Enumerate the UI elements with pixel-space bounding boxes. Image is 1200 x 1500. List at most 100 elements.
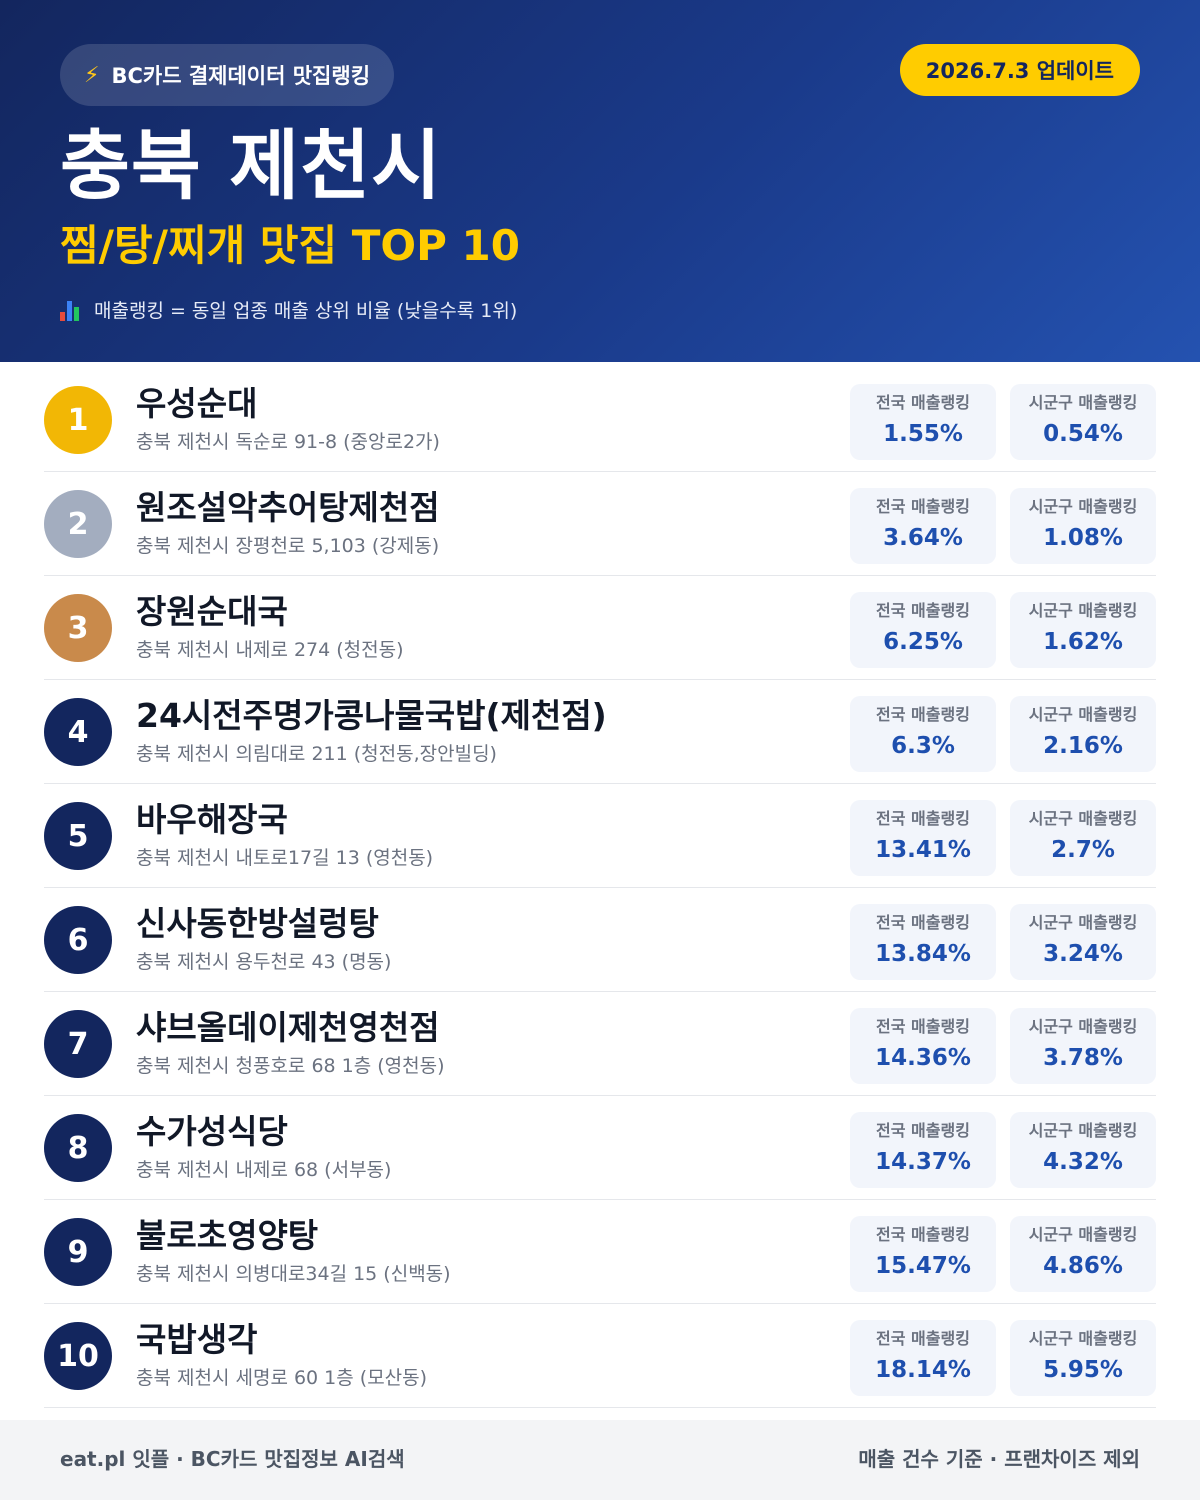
- restaurant-name: 수가성식당: [136, 1112, 288, 1151]
- rank-badge: 10: [44, 1322, 112, 1390]
- rank-badge: 2: [44, 490, 112, 558]
- bar-chart-icon: [60, 301, 82, 321]
- local-ranking-value: 4.32%: [1043, 1149, 1123, 1175]
- local-ranking-value: 2.7%: [1051, 837, 1115, 863]
- national-ranking-value: 13.84%: [875, 941, 971, 967]
- local-ranking-value: 3.24%: [1043, 941, 1123, 967]
- national-ranking-value: 14.36%: [875, 1045, 971, 1071]
- local-ranking-label: 시군구 매출랭킹: [1028, 1017, 1138, 1036]
- local-ranking-card: 시군구 매출랭킹 4.32%: [1010, 1112, 1156, 1188]
- local-ranking-label: 시군구 매출랭킹: [1028, 1225, 1138, 1244]
- national-ranking-value: 13.41%: [875, 837, 971, 863]
- rank-badge: 4: [44, 698, 112, 766]
- lightning-bolt-icon: ⚡: [84, 62, 100, 88]
- local-ranking-value: 2.16%: [1043, 733, 1123, 759]
- local-ranking-value: 1.62%: [1043, 629, 1123, 655]
- restaurant-address: 충북 제천시 내토로17길 13 (영천동): [136, 847, 434, 869]
- national-ranking-label: 전국 매출랭킹: [876, 1017, 970, 1036]
- page-title: 충북 제천시: [60, 121, 443, 210]
- restaurant-address: 충북 제천시 독순로 91-8 (중앙로2가): [136, 431, 440, 453]
- local-ranking-card: 시군구 매출랭킹 0.54%: [1010, 384, 1156, 460]
- local-ranking-label: 시군구 매출랭킹: [1028, 601, 1138, 620]
- restaurant-address: 충북 제천시 의병대로34길 15 (신백동): [136, 1263, 451, 1285]
- restaurant-name: 불로초영양탕: [136, 1216, 319, 1255]
- rank-badge: 1: [44, 386, 112, 454]
- national-ranking-label: 전국 매출랭킹: [876, 601, 970, 620]
- local-ranking-card: 시군구 매출랭킹 2.16%: [1010, 696, 1156, 772]
- brand-label: BC카드 결제데이터 맛집랭킹: [111, 64, 371, 88]
- national-ranking-label: 전국 매출랭킹: [876, 913, 970, 932]
- national-ranking-value: 6.3%: [891, 733, 955, 759]
- restaurant-name: 24시전주명가콩나물국밥(제천점): [136, 696, 607, 735]
- national-ranking-value: 1.55%: [883, 421, 963, 447]
- local-ranking-card: 시군구 매출랭킹 3.24%: [1010, 904, 1156, 980]
- ranking-legend: 매출랭킹 = 동일 업종 매출 상위 비율 (낮을수록 1위): [60, 296, 517, 326]
- restaurant-row[interactable]: 6 신사동한방설렁탕 충북 제천시 용두천로 43 (명동) 전국 매출랭킹 1…: [44, 888, 1156, 992]
- national-ranking-label: 전국 매출랭킹: [876, 1225, 970, 1244]
- footer: eat.pl 잇플 · BC카드 맛집정보 AI검색 매출 건수 기준 · 프랜…: [0, 1420, 1200, 1500]
- local-ranking-label: 시군구 매출랭킹: [1028, 497, 1138, 516]
- local-ranking-card: 시군구 매출랭킹 1.62%: [1010, 592, 1156, 668]
- local-ranking-value: 1.08%: [1043, 525, 1123, 551]
- rank-badge: 6: [44, 906, 112, 974]
- local-ranking-value: 0.54%: [1043, 421, 1123, 447]
- national-ranking-card: 전국 매출랭킹 14.37%: [850, 1112, 996, 1188]
- restaurant-row[interactable]: 4 24시전주명가콩나물국밥(제천점) 충북 제천시 의림대로 211 (청전동…: [44, 680, 1156, 784]
- restaurant-list: 1 우성순대 충북 제천시 독순로 91-8 (중앙로2가) 전국 매출랭킹 1…: [44, 368, 1156, 1408]
- national-ranking-card: 전국 매출랭킹 3.64%: [850, 488, 996, 564]
- restaurant-name: 우성순대: [136, 384, 258, 423]
- rank-badge: 8: [44, 1114, 112, 1182]
- restaurant-address: 충북 제천시 용두천로 43 (명동): [136, 951, 392, 973]
- restaurant-row[interactable]: 9 불로초영양탕 충북 제천시 의병대로34길 15 (신백동) 전국 매출랭킹…: [44, 1200, 1156, 1304]
- local-ranking-value: 5.95%: [1043, 1357, 1123, 1383]
- legend-text: 매출랭킹 = 동일 업종 매출 상위 비율 (낮을수록 1위): [94, 300, 518, 322]
- local-ranking-label: 시군구 매출랭킹: [1028, 705, 1138, 724]
- rank-badge: 7: [44, 1010, 112, 1078]
- restaurant-row[interactable]: 3 장원순대국 충북 제천시 내제로 274 (청전동) 전국 매출랭킹 6.2…: [44, 576, 1156, 680]
- local-ranking-card: 시군구 매출랭킹 1.08%: [1010, 488, 1156, 564]
- national-ranking-card: 전국 매출랭킹 13.41%: [850, 800, 996, 876]
- local-ranking-card: 시군구 매출랭킹 4.86%: [1010, 1216, 1156, 1292]
- restaurant-row[interactable]: 1 우성순대 충북 제천시 독순로 91-8 (중앙로2가) 전국 매출랭킹 1…: [44, 368, 1156, 472]
- restaurant-name: 국밥생각: [136, 1320, 258, 1359]
- national-ranking-value: 14.37%: [875, 1149, 971, 1175]
- national-ranking-label: 전국 매출랭킹: [876, 809, 970, 828]
- restaurant-row[interactable]: 7 샤브올데이제천영천점 충북 제천시 청풍호로 68 1층 (영천동) 전국 …: [44, 992, 1156, 1096]
- national-ranking-card: 전국 매출랭킹 18.14%: [850, 1320, 996, 1396]
- restaurant-name: 원조설악추어탕제천점: [136, 488, 440, 527]
- national-ranking-card: 전국 매출랭킹 13.84%: [850, 904, 996, 980]
- national-ranking-card: 전국 매출랭킹 6.3%: [850, 696, 996, 772]
- update-badge: 2026.7.3 업데이트: [899, 44, 1140, 96]
- local-ranking-card: 시군구 매출랭킹 5.95%: [1010, 1320, 1156, 1396]
- restaurant-row[interactable]: 2 원조설악추어탕제천점 충북 제천시 장평천로 5,103 (강제동) 전국 …: [44, 472, 1156, 576]
- national-ranking-value: 6.25%: [883, 629, 963, 655]
- footer-source: eat.pl 잇플 · BC카드 맛집정보 AI검색: [60, 1447, 405, 1471]
- brand-badge: ⚡ BC카드 결제데이터 맛집랭킹: [60, 44, 395, 106]
- local-ranking-label: 시군구 매출랭킹: [1028, 809, 1138, 828]
- restaurant-name: 장원순대국: [136, 592, 288, 631]
- local-ranking-card: 시군구 매출랭킹 3.78%: [1010, 1008, 1156, 1084]
- restaurant-name: 바우해장국: [136, 800, 288, 839]
- restaurant-name: 신사동한방설렁탕: [136, 904, 379, 943]
- national-ranking-label: 전국 매출랭킹: [876, 705, 970, 724]
- restaurant-address: 충북 제천시 청풍호로 68 1층 (영천동): [136, 1055, 445, 1077]
- local-ranking-label: 시군구 매출랭킹: [1028, 393, 1138, 412]
- national-ranking-card: 전국 매출랭킹 14.36%: [850, 1008, 996, 1084]
- restaurant-address: 충북 제천시 세명로 60 1층 (모산동): [136, 1367, 428, 1389]
- local-ranking-value: 3.78%: [1043, 1045, 1123, 1071]
- restaurant-row[interactable]: 5 바우해장국 충북 제천시 내토로17길 13 (영천동) 전국 매출랭킹 1…: [44, 784, 1156, 888]
- restaurant-address: 충북 제천시 의림대로 211 (청전동,장안빌딩): [136, 743, 497, 765]
- national-ranking-value: 15.47%: [875, 1253, 971, 1279]
- header-banner: ⚡ BC카드 결제데이터 맛집랭킹 2026.7.3 업데이트 충북 제천시 찜…: [0, 0, 1200, 362]
- national-ranking-card: 전국 매출랭킹 1.55%: [850, 384, 996, 460]
- restaurant-row[interactable]: 10 국밥생각 충북 제천시 세명로 60 1층 (모산동) 전국 매출랭킹 1…: [44, 1304, 1156, 1408]
- restaurant-address: 충북 제천시 내제로 68 (서부동): [136, 1159, 392, 1181]
- rank-badge: 3: [44, 594, 112, 662]
- national-ranking-label: 전국 매출랭킹: [876, 1329, 970, 1348]
- local-ranking-card: 시군구 매출랭킹 2.7%: [1010, 800, 1156, 876]
- national-ranking-label: 전국 매출랭킹: [876, 393, 970, 412]
- national-ranking-card: 전국 매출랭킹 15.47%: [850, 1216, 996, 1292]
- restaurant-row[interactable]: 8 수가성식당 충북 제천시 내제로 68 (서부동) 전국 매출랭킹 14.3…: [44, 1096, 1156, 1200]
- page-subtitle: 찜/탕/찌개 맛집 TOP 10: [60, 221, 520, 270]
- restaurant-address: 충북 제천시 내제로 274 (청전동): [136, 639, 404, 661]
